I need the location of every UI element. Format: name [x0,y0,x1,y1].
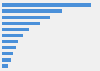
Bar [2,3,91,7]
Bar [2,58,11,61]
Bar [2,52,13,55]
Bar [2,28,29,31]
Bar [2,34,23,37]
Bar [2,16,50,19]
Bar [2,22,40,25]
Bar [2,10,62,13]
Bar [2,40,18,43]
Bar [2,64,8,68]
Bar [2,46,16,49]
